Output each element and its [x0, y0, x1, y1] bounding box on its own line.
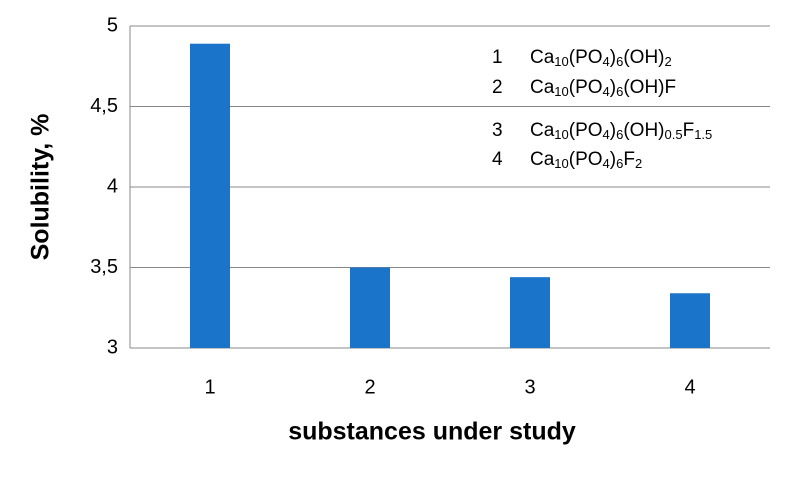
x-tick-label: 1: [204, 376, 215, 398]
legend-number: 3: [492, 120, 503, 141]
y-tick-label: 4,5: [90, 95, 118, 117]
bar: [670, 293, 710, 348]
x-axis-title: substances under study: [288, 418, 576, 446]
x-tick-label: 3: [524, 376, 535, 398]
legend-number: 1: [492, 47, 503, 68]
bar: [350, 267, 390, 348]
y-tick-label: 5: [107, 14, 118, 36]
legend-formula: Ca10(PO4)6(OH)2: [530, 47, 672, 69]
x-tick-label: 2: [364, 376, 375, 398]
y-tick-label: 3,5: [90, 256, 118, 278]
x-tick-label: 4: [684, 376, 695, 398]
y-axis-title: Solubility, %: [27, 114, 55, 261]
y-tick-label: 4: [107, 175, 118, 197]
legend-formula: Ca10(PO4)6F2: [530, 149, 642, 171]
bar: [510, 277, 550, 348]
legend-number: 2: [492, 77, 503, 98]
legend-formula: Ca10(PO4)6(OH)F: [530, 77, 676, 99]
legend-formula: Ca10(PO4)6(OH)0.5F1.5: [530, 120, 712, 142]
bar: [190, 43, 230, 349]
legend-number: 4: [492, 149, 503, 170]
y-tick-label: 3: [107, 336, 118, 358]
